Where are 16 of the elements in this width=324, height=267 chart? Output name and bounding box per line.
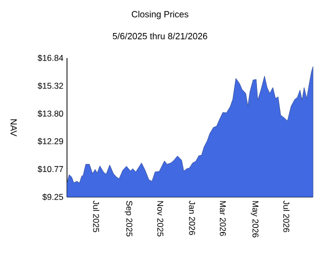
y-axis-title: NAV	[10, 119, 17, 136]
x-tick-label: Sep 2025	[124, 200, 132, 236]
y-tick-label: $9.25	[42, 194, 64, 200]
x-tick-label: May 2026	[250, 201, 258, 238]
y-tick-label: $13.80	[38, 110, 64, 118]
x-tick-label: Mar 2026	[220, 201, 226, 236]
x-tick-label: Jul 2025	[93, 200, 100, 232]
chart-title: Closing Prices	[132, 10, 188, 20]
y-tick-label: $12.29	[38, 138, 64, 145]
x-tick-label: Jul 2026	[283, 200, 290, 232]
x-tick-label: Nov 2025	[157, 201, 164, 236]
chart-subtitle: 5/6/2025 thru 8/21/2026	[112, 32, 208, 40]
x-tick-label: Jan 2026	[189, 200, 196, 235]
y-tick-label: $10.77	[38, 166, 64, 173]
y-tick-label: $15.32	[38, 82, 64, 90]
y-tick-label: $16.84	[38, 54, 64, 62]
